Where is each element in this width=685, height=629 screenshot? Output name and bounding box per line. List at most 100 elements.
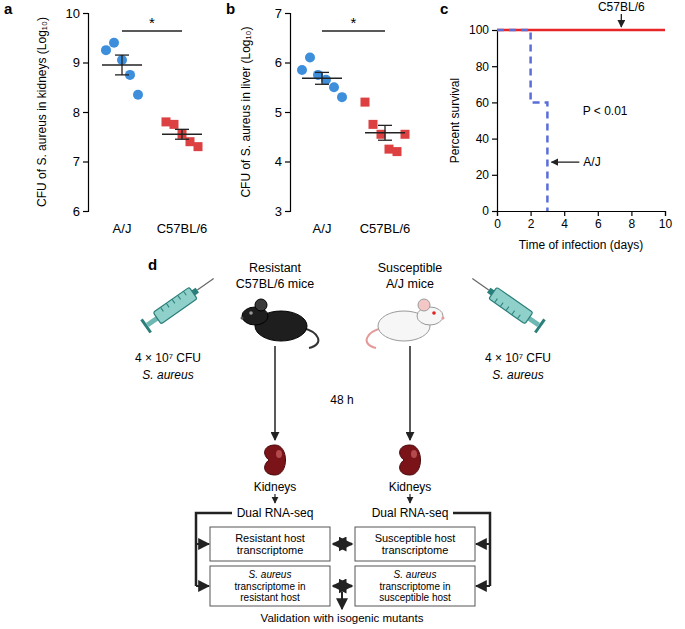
panel: a678910CFU of S. aureus in kidneys (Log₁… <box>4 0 207 236</box>
tick-mark <box>285 112 290 113</box>
mouse-ear <box>255 299 267 311</box>
axis-line <box>83 14 89 212</box>
error-stem <box>384 125 385 140</box>
dot <box>385 145 394 154</box>
tick-label: 4 <box>275 154 282 169</box>
box-text: resistant host <box>240 592 300 603</box>
syringe-scale <box>161 307 164 311</box>
arrow <box>333 543 352 546</box>
syringe <box>140 272 218 333</box>
mouse-eye <box>432 311 436 315</box>
tick-label: 40 <box>476 132 490 146</box>
error-bar <box>378 125 392 140</box>
group-title: A/J mice <box>386 277 434 291</box>
tick-label: 8 <box>629 217 636 231</box>
group-title: Resistant <box>249 261 302 275</box>
tick-mark <box>598 211 599 216</box>
tick: 8 <box>629 211 636 231</box>
tick: 2 <box>528 211 535 231</box>
syringe-scale <box>506 307 509 311</box>
tick: 7 <box>73 154 88 169</box>
tick-mark <box>285 211 290 212</box>
x-tick-label: A/J <box>313 221 332 236</box>
y-axis-label: CFU of S. aureus in kidneys (Log₁₀) <box>35 17 49 207</box>
error-cap <box>115 54 129 55</box>
tick-mark <box>83 13 88 14</box>
final-step: Validation with isogenic mutants <box>261 612 424 624</box>
tick-label: 0 <box>494 217 501 231</box>
dot <box>337 92 347 102</box>
arrow <box>341 592 343 609</box>
box-text: transcriptome in <box>234 581 305 592</box>
p-value: P < 0.01 <box>583 104 628 118</box>
error-stem <box>181 129 182 139</box>
error-bar <box>175 129 189 139</box>
kidney <box>265 445 286 475</box>
syringe-barrel <box>489 287 533 324</box>
box-text: susceptible host <box>379 592 451 603</box>
tick-mark <box>665 211 666 216</box>
arrow <box>333 585 352 588</box>
tick-label: 6 <box>275 55 282 70</box>
marks <box>101 38 203 151</box>
tick-mark <box>530 211 531 216</box>
tick-label: 6 <box>73 204 80 219</box>
dot <box>162 117 171 126</box>
tick-label: 7 <box>275 6 282 21</box>
dot <box>377 130 386 139</box>
marks <box>297 53 410 157</box>
arrow <box>274 346 276 440</box>
error-cap <box>315 84 329 85</box>
axis: 020406080100 <box>469 23 498 218</box>
axis: 0246810 <box>494 211 672 231</box>
box-text: Resistant host <box>235 532 305 544</box>
dose: 4 × 10⁷ CFU <box>135 351 201 365</box>
mouse-ear <box>418 299 430 311</box>
bracket <box>196 513 232 586</box>
dot <box>101 45 111 55</box>
dot <box>133 90 143 100</box>
significance-label: * <box>351 14 357 31</box>
box-text: transcriptome <box>237 544 304 556</box>
tick-label: 0 <box>482 204 489 218</box>
box <box>355 566 475 606</box>
mouse-eye <box>249 311 253 315</box>
axis: 34567 <box>275 6 291 219</box>
annotation-arrow <box>621 14 622 27</box>
syringe-hub <box>487 288 495 296</box>
panel-label: a <box>4 0 13 17</box>
error-cap <box>315 72 329 73</box>
tick-label: 7 <box>73 154 80 169</box>
tick-mark <box>492 102 497 103</box>
organ: Kidneys <box>254 480 297 494</box>
box <box>210 527 330 561</box>
dose: 4 × 10⁷ CFU <box>485 351 551 365</box>
dot <box>361 98 370 107</box>
panel: b34567CFU of S. aureus in liver (Log₁₀)A… <box>226 0 410 236</box>
x-tick-label: C57BL/6 <box>360 221 411 236</box>
box-text: transcriptome in <box>379 581 450 592</box>
tick: 60 <box>476 96 497 110</box>
tick-mark <box>631 211 632 216</box>
syringe-needle <box>197 279 213 290</box>
tick-label: 5 <box>275 105 282 120</box>
arrow <box>476 585 490 587</box>
tick-mark <box>492 30 497 31</box>
error-cap <box>115 74 129 75</box>
mouse-nose <box>442 317 445 320</box>
tick: 4 <box>561 211 568 231</box>
group-title: C57BL/6 mice <box>236 277 315 291</box>
annotation-arrow <box>551 161 579 162</box>
box-text: S. aureus <box>249 569 292 580</box>
tick-label: 100 <box>469 23 489 37</box>
bracket <box>453 513 490 586</box>
dot <box>297 65 307 75</box>
syringe-scale <box>172 299 175 303</box>
error-cap <box>175 129 189 130</box>
dot <box>194 142 203 151</box>
tick: 7 <box>275 6 290 21</box>
tick-mark <box>492 66 497 67</box>
tick: 10 <box>66 6 88 21</box>
arrow <box>196 543 209 545</box>
agent: S. aureus <box>142 368 193 382</box>
